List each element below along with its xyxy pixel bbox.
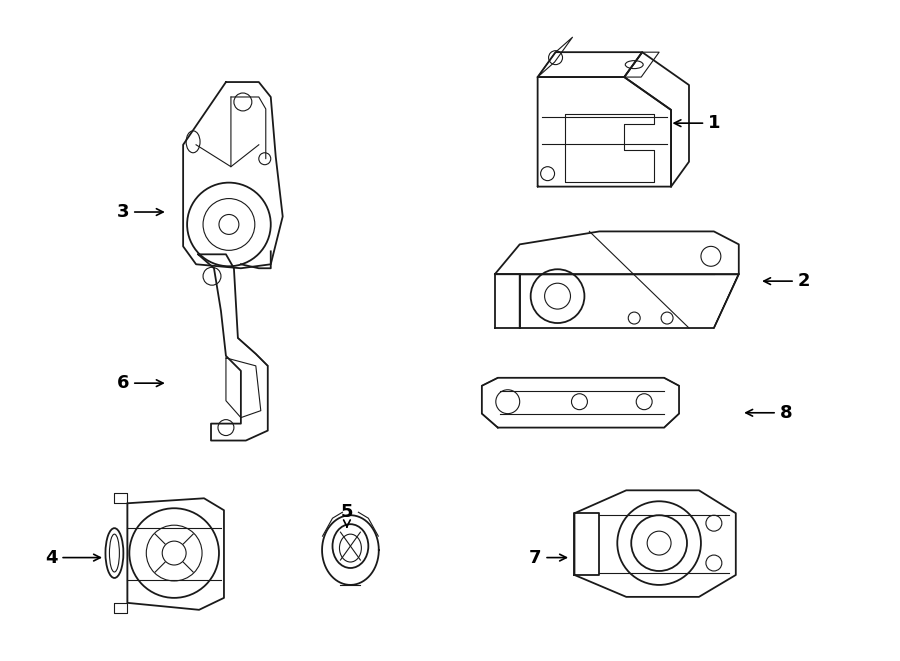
Text: 7: 7 [529, 549, 566, 566]
Text: 1: 1 [674, 114, 721, 132]
Text: 3: 3 [117, 203, 163, 221]
Text: 4: 4 [45, 549, 100, 566]
Text: 8: 8 [746, 404, 792, 422]
Text: 2: 2 [764, 272, 810, 290]
Text: 6: 6 [117, 374, 163, 392]
Text: 5: 5 [341, 502, 353, 527]
